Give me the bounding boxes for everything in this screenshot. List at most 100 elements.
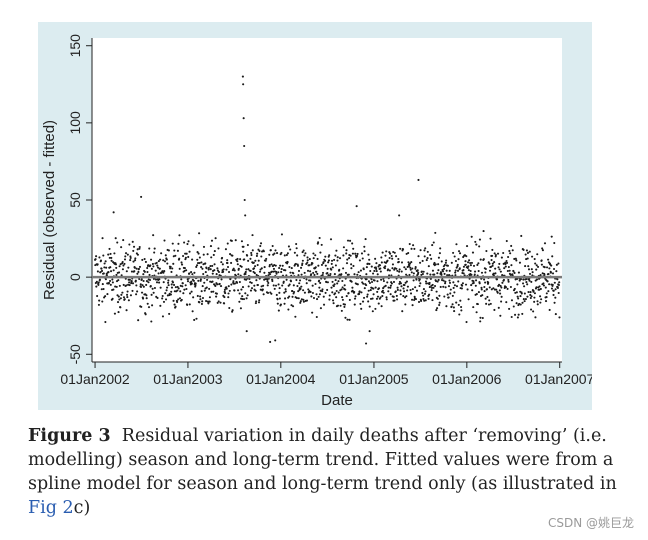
data-point <box>248 277 251 281</box>
data-point <box>488 262 491 265</box>
data-point <box>330 262 333 265</box>
data-point <box>240 265 243 268</box>
data-point <box>216 301 219 304</box>
data-point <box>543 273 546 277</box>
data-point <box>183 267 186 270</box>
outlier-point <box>112 211 115 214</box>
outlier-point <box>398 214 401 217</box>
data-point <box>536 303 539 306</box>
data-point <box>118 271 121 274</box>
data-point <box>399 247 402 250</box>
data-point <box>326 267 329 270</box>
data-point <box>477 291 480 294</box>
data-point <box>236 260 239 263</box>
data-point <box>190 280 193 283</box>
data-point <box>382 291 385 294</box>
data-point <box>316 257 319 260</box>
data-point <box>402 295 405 298</box>
data-point <box>490 258 493 262</box>
data-point <box>414 298 417 301</box>
data-point <box>423 249 426 252</box>
data-point <box>363 250 366 253</box>
data-point <box>266 280 269 283</box>
figure-link[interactable]: Fig 2 <box>28 498 74 518</box>
data-point <box>354 295 357 298</box>
data-point <box>476 263 479 267</box>
data-point <box>320 263 324 266</box>
y-axis-ticks: -50 0 50 100 150 <box>67 34 92 364</box>
data-point <box>128 281 131 284</box>
data-point <box>237 289 240 292</box>
data-point <box>126 290 129 293</box>
data-point <box>242 250 245 253</box>
data-point <box>105 266 108 269</box>
data-point <box>438 252 441 255</box>
data-point <box>391 257 394 260</box>
data-point <box>377 302 380 305</box>
data-point <box>404 303 407 306</box>
data-point <box>192 296 195 299</box>
data-point <box>103 262 106 265</box>
data-point <box>317 295 320 298</box>
data-point <box>190 282 193 285</box>
data-point <box>479 316 482 319</box>
data-point <box>437 256 440 259</box>
data-point <box>172 299 175 302</box>
data-point <box>277 283 280 286</box>
data-point <box>309 270 312 273</box>
data-point <box>472 264 476 267</box>
data-point <box>340 309 343 312</box>
data-point <box>284 269 287 272</box>
data-point <box>549 271 552 274</box>
data-point <box>127 299 130 302</box>
data-point <box>104 278 107 281</box>
data-point <box>224 248 227 251</box>
data-point <box>131 240 134 243</box>
data-point <box>359 269 362 272</box>
data-point <box>99 259 103 262</box>
data-point <box>259 242 263 245</box>
data-point <box>388 256 391 260</box>
data-point <box>454 274 457 277</box>
data-point <box>309 290 312 293</box>
data-point <box>291 290 294 293</box>
data-point <box>466 288 469 291</box>
data-point <box>271 245 274 248</box>
data-point <box>327 259 330 262</box>
data-point <box>119 297 122 300</box>
data-point <box>134 279 137 282</box>
data-point <box>516 316 519 319</box>
figure-caption: Figure 3 Residual variation in daily dea… <box>28 424 628 520</box>
data-point <box>368 258 371 261</box>
data-point <box>141 258 144 261</box>
data-point <box>460 306 463 309</box>
data-point <box>290 267 293 270</box>
data-point <box>510 244 513 247</box>
data-point <box>312 252 315 255</box>
data-point <box>253 267 256 270</box>
data-point <box>444 261 447 264</box>
data-point <box>464 263 467 266</box>
data-point <box>517 297 520 300</box>
data-point <box>293 251 296 254</box>
data-point <box>188 250 191 253</box>
data-point <box>312 297 316 300</box>
data-point <box>226 242 229 245</box>
data-point <box>136 248 139 251</box>
data-point <box>533 300 536 303</box>
data-point <box>430 286 433 289</box>
data-point <box>303 271 306 274</box>
data-point <box>523 292 526 295</box>
data-point <box>322 295 325 298</box>
data-point <box>302 249 305 252</box>
data-point <box>154 278 158 281</box>
data-point <box>407 252 410 255</box>
data-point <box>544 300 548 303</box>
data-point <box>497 266 500 269</box>
data-point <box>464 260 467 263</box>
data-point <box>513 271 516 275</box>
data-point <box>250 287 254 290</box>
data-point <box>284 290 287 293</box>
data-point <box>508 269 511 272</box>
data-point <box>97 303 100 306</box>
